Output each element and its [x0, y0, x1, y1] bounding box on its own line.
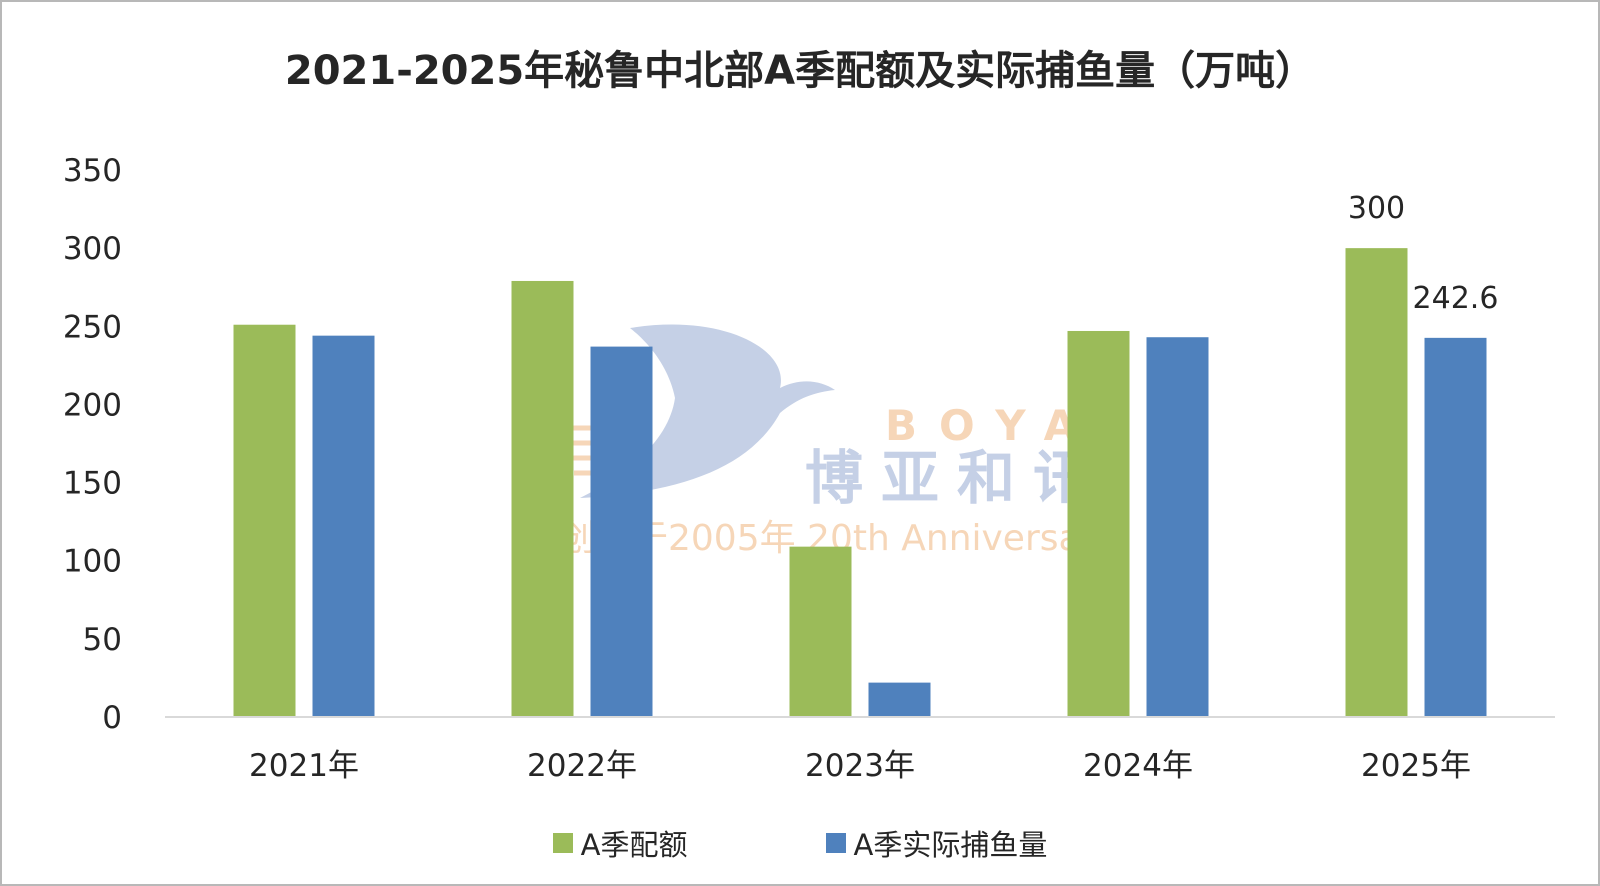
x-tick-label: 2024年 — [1083, 748, 1193, 784]
data-labels: 300 242.6 — [1348, 191, 1499, 316]
y-tick-label: 200 — [63, 387, 122, 423]
bar-quota — [789, 546, 852, 717]
x-tick-label: 2025年 — [1361, 748, 1471, 784]
y-tick-label: 300 — [63, 231, 122, 267]
legend-swatch-quota — [552, 833, 573, 853]
data-label: 242.6 — [1413, 281, 1499, 316]
legend: A季配额 A季实际捕鱼量 — [0, 822, 1600, 864]
legend-label-catch: A季实际捕鱼量 — [853, 828, 1048, 862]
y-tick-label: 150 — [63, 466, 122, 502]
legend-swatch-catch — [825, 833, 846, 853]
bars-group — [233, 248, 1487, 717]
bar-catch — [590, 346, 653, 717]
x-tick-label: 2021年 — [249, 748, 359, 784]
y-tick-label: 250 — [63, 309, 122, 345]
y-tick-label: 100 — [63, 544, 122, 580]
legend-item-quota: A季配额 — [552, 822, 688, 864]
x-axis: 2021年 2022年 2023年 2024年 2025年 — [249, 748, 1471, 784]
y-axis: 0 50 100 150 200 250 300 350 — [63, 153, 122, 736]
bar-quota — [233, 324, 296, 717]
data-label: 300 — [1348, 191, 1405, 226]
bar-catch — [1146, 337, 1209, 717]
legend-item-catch: A季实际捕鱼量 — [825, 822, 1048, 864]
bar-quota — [1067, 330, 1130, 717]
y-tick-label: 350 — [63, 153, 122, 189]
y-tick-label: 0 — [102, 700, 122, 736]
bar-catch — [1424, 337, 1487, 717]
chart-title: 2021-2025年秘鲁中北部A季配额及实际捕鱼量（万吨） — [284, 48, 1316, 94]
legend-label-quota: A季配额 — [580, 828, 688, 862]
y-tick-label: 50 — [83, 622, 122, 658]
bar-quota — [511, 280, 574, 717]
bar-catch — [868, 682, 931, 717]
x-tick-label: 2022年 — [527, 748, 637, 784]
bar-quota — [1345, 248, 1408, 717]
x-tick-label: 2023年 — [805, 748, 915, 784]
bar-catch — [312, 335, 375, 717]
